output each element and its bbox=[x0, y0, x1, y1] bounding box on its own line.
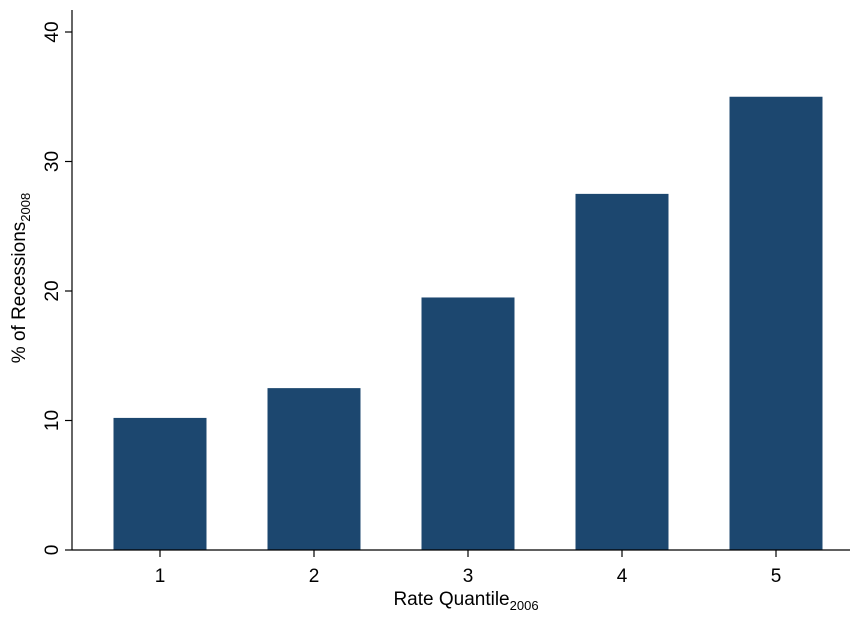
y-tick-label-30: 30 bbox=[42, 151, 63, 172]
x-tick-label-3: 3 bbox=[463, 566, 474, 587]
bar-5 bbox=[729, 96, 823, 550]
bar-2 bbox=[267, 388, 361, 550]
bar-3 bbox=[421, 297, 515, 550]
bar-1 bbox=[113, 417, 207, 550]
y-tick-label-10: 10 bbox=[42, 410, 63, 431]
y-tick-label-0: 0 bbox=[42, 545, 63, 556]
bar-4 bbox=[575, 193, 669, 550]
x-axis-title: Rate Quantile2006 bbox=[393, 589, 538, 613]
x-tick-label-1: 1 bbox=[155, 566, 166, 587]
bars-group bbox=[113, 96, 823, 550]
y-tick-label-40: 40 bbox=[42, 21, 63, 42]
x-axis: 1 2 3 4 5 bbox=[72, 549, 850, 587]
y-axis: 0 10 20 30 40 bbox=[42, 10, 73, 556]
y-axis-title: % of Recessions2008 bbox=[9, 193, 33, 363]
x-tick-label-2: 2 bbox=[309, 566, 320, 587]
x-tick-label-5: 5 bbox=[771, 566, 782, 587]
x-tick-label-4: 4 bbox=[617, 566, 628, 587]
y-tick-label-20: 20 bbox=[42, 280, 63, 301]
